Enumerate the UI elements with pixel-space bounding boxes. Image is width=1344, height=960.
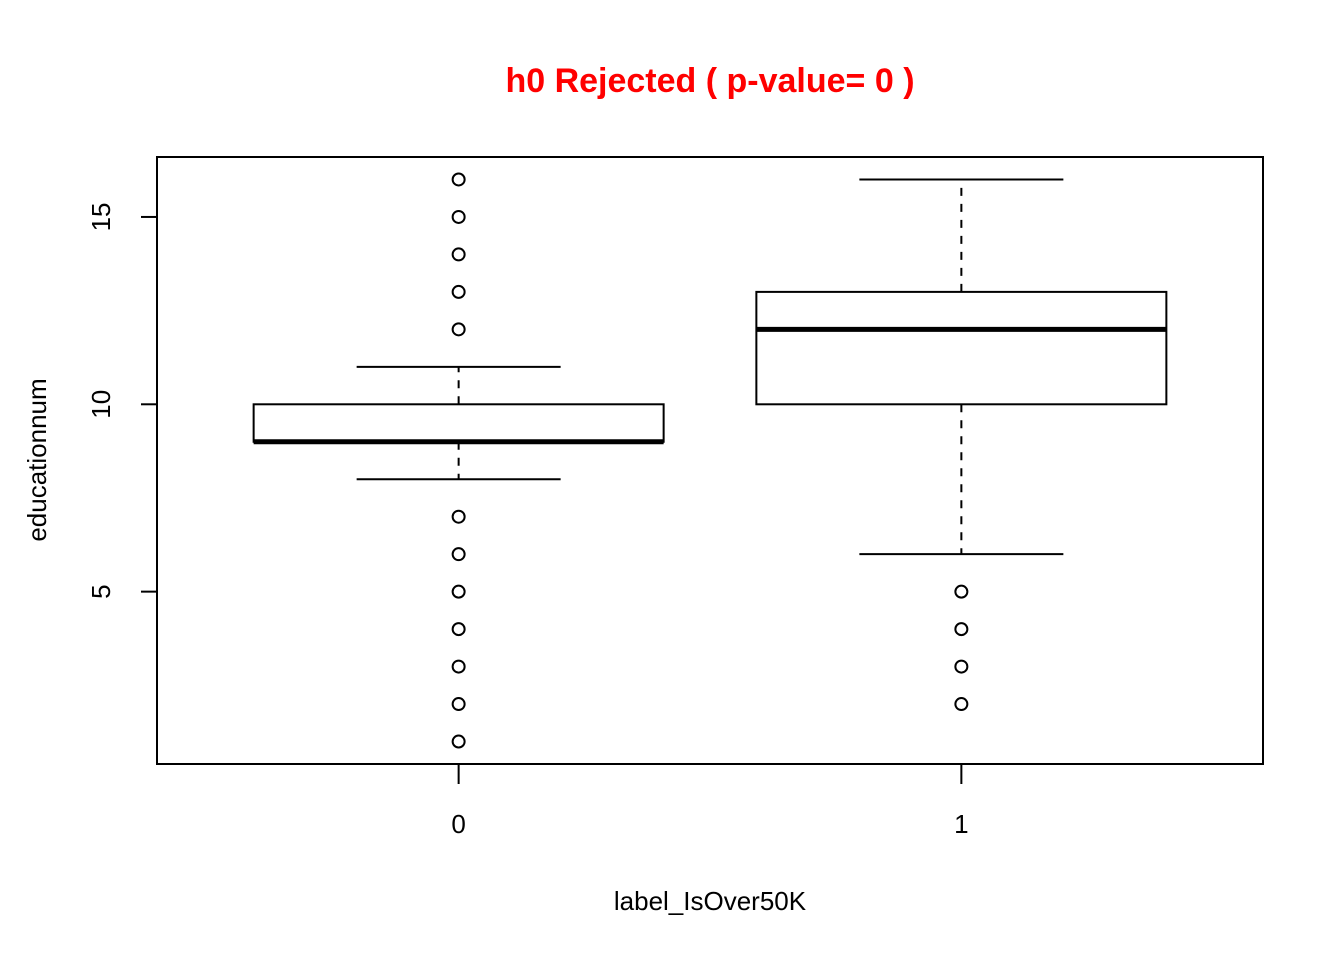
outlier-point [451,547,466,562]
plot-frame [156,156,1264,765]
outlier-point [954,697,969,712]
x-axis-label: label_IsOver50K [614,886,807,916]
outlier-point [451,284,466,299]
box-iqr [252,403,665,443]
outlier-point [451,697,466,712]
outlier-point [954,584,969,599]
chart-title: h0 Rejected ( p-value= 0 ) [505,62,914,100]
outlier-point [451,734,466,749]
x-tick-label: 0 [451,809,465,839]
outlier-point [451,172,466,187]
outlier-point [451,584,466,599]
y-tick-label: 5 [86,584,116,598]
y-tick-label: 15 [86,202,116,231]
y-axis-label: educationnum [22,378,52,541]
chart-marks: 5 10 15 0 1 [86,172,1168,839]
outlier-point [451,659,466,674]
outlier-point [451,322,466,337]
box-iqr [755,290,1168,406]
x-tick-label: 1 [954,809,968,839]
y-tick-label: 10 [86,390,116,419]
outlier-point [451,622,466,637]
outlier-point [451,247,466,262]
outlier-point [451,209,466,224]
outlier-point [954,659,969,674]
outlier-point [451,509,466,524]
outlier-point [954,622,969,637]
